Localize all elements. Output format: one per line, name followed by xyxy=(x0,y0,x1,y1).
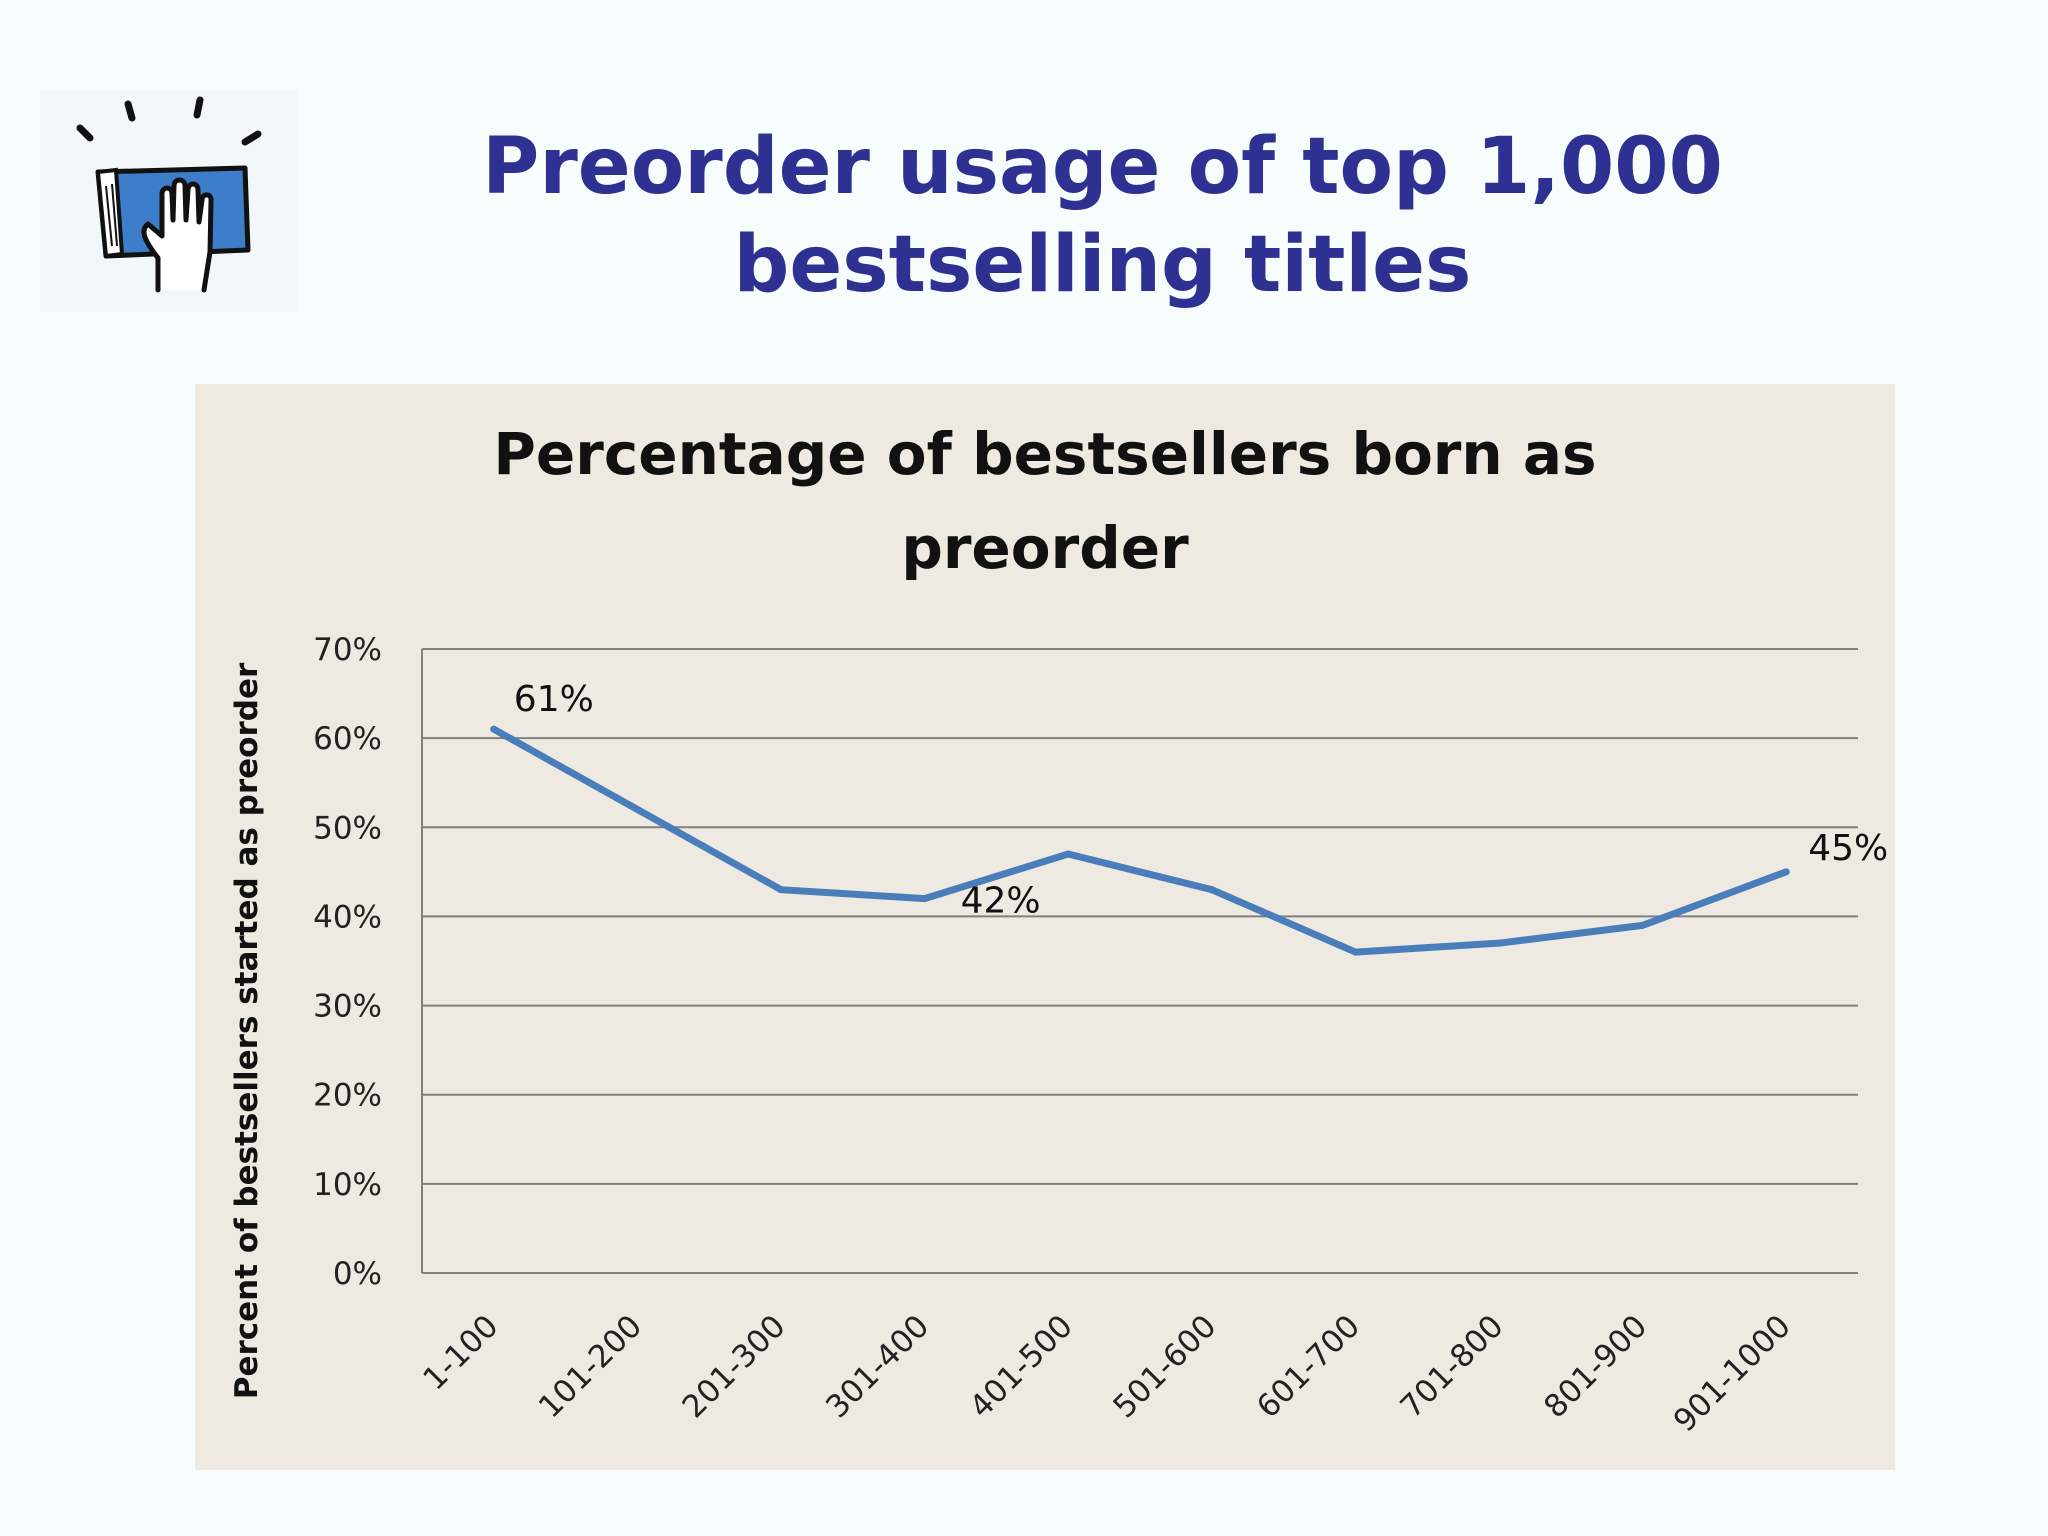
slide-title: Preorder usage of top 1,000 bestselling … xyxy=(400,118,1805,314)
data-point-301-400 xyxy=(921,895,929,903)
x-tick-label-1-100: 1-100 xyxy=(416,1308,505,1397)
y-tick-label-0: 0% xyxy=(333,1256,382,1292)
x-tick-label-401-500: 401-500 xyxy=(963,1308,1080,1425)
x-tick-label-201-300: 201-300 xyxy=(676,1308,793,1425)
x-tick-label-601-700: 601-700 xyxy=(1250,1308,1367,1425)
data-label-1-100: 61% xyxy=(514,679,594,720)
data-point-401-500 xyxy=(1064,850,1072,858)
y-tick-label-70: 70% xyxy=(313,632,382,668)
data-label-301-400: 42% xyxy=(961,881,1041,922)
data-point-901-1000 xyxy=(1782,868,1790,876)
data-point-501-600 xyxy=(1208,886,1216,894)
y-tick-label-20: 20% xyxy=(313,1078,382,1114)
chart-panel: Percentage of bestsellers born as preorde… xyxy=(195,384,1895,1470)
series-line-1 xyxy=(490,725,1790,956)
x-tick-label-501-600: 501-600 xyxy=(1106,1308,1223,1425)
y-tick-label-50: 50% xyxy=(313,810,382,846)
x-tick-label-801-900: 801-900 xyxy=(1537,1308,1654,1425)
data-point-101-200 xyxy=(633,805,641,813)
data-point-801-900 xyxy=(1639,921,1647,929)
data-label-901-1000: 45% xyxy=(1808,828,1888,869)
y-axis-title: Percent of bestsellers started as preord… xyxy=(229,662,265,1399)
chart-title-line-1: Percentage of bestsellers born as xyxy=(493,420,1596,488)
x-tick-label-101-200: 101-200 xyxy=(532,1308,649,1425)
x-tick-label-301-400: 301-400 xyxy=(819,1308,936,1425)
line-chart: Percentage of bestsellers born as preorde… xyxy=(229,420,1888,1439)
data-point-601-700 xyxy=(1351,948,1359,956)
data-point-201-300 xyxy=(777,886,785,894)
y-tick-label-60: 60% xyxy=(313,721,382,757)
chart-title-line-2: preorder xyxy=(901,514,1189,582)
data-point-701-800 xyxy=(1495,939,1503,947)
y-tick-label-40: 40% xyxy=(313,899,382,935)
logo xyxy=(40,90,298,312)
x-tick-label-701-800: 701-800 xyxy=(1394,1308,1511,1425)
slide-title-line-2: bestselling titles xyxy=(733,220,1472,310)
y-tick-label-30: 30% xyxy=(313,989,382,1025)
hand-on-book-icon xyxy=(76,96,262,293)
x-tick-label-901-1000: 901-1000 xyxy=(1667,1308,1798,1439)
slide-title-line-1: Preorder usage of top 1,000 xyxy=(482,122,1723,212)
data-point-1-100 xyxy=(490,725,498,733)
y-tick-label-10: 10% xyxy=(313,1167,382,1203)
